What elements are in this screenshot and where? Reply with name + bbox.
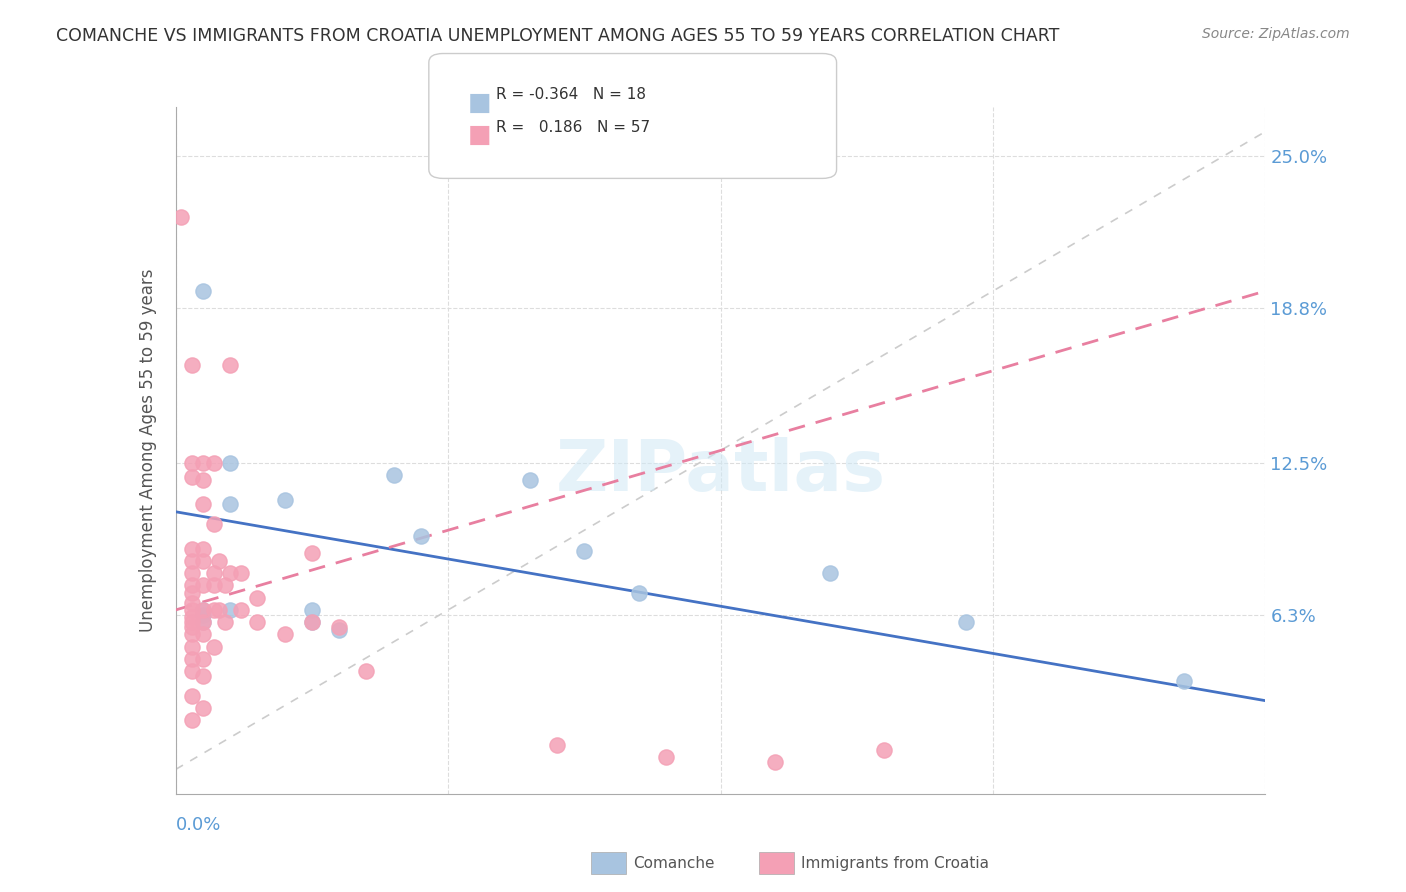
Text: Source: ZipAtlas.com: Source: ZipAtlas.com <box>1202 27 1350 41</box>
Point <box>181 615 204 630</box>
Point <box>356 664 378 679</box>
Point <box>214 615 236 630</box>
Point <box>382 467 405 482</box>
Text: COMANCHE VS IMMIGRANTS FROM CROATIA UNEMPLOYMENT AMONG AGES 55 TO 59 YEARS CORRE: COMANCHE VS IMMIGRANTS FROM CROATIA UNEM… <box>56 27 1060 45</box>
Point <box>181 586 204 600</box>
Point <box>191 652 214 666</box>
Point <box>655 750 678 764</box>
Point <box>181 566 204 581</box>
Point <box>191 498 214 512</box>
Point <box>191 578 214 592</box>
Point <box>181 358 204 372</box>
Point <box>301 546 323 561</box>
Point <box>191 627 214 641</box>
Point <box>181 456 204 470</box>
Point <box>191 603 214 617</box>
Point <box>191 615 214 630</box>
Point <box>170 211 193 225</box>
Point <box>873 742 896 756</box>
Point <box>181 627 204 641</box>
Point <box>202 578 225 592</box>
Point <box>181 596 204 610</box>
Point <box>574 544 596 558</box>
Point <box>202 603 225 617</box>
Point <box>328 620 350 634</box>
Point <box>301 603 323 617</box>
Point <box>546 738 568 752</box>
Point <box>246 591 269 605</box>
Point <box>219 456 242 470</box>
Point <box>202 566 225 581</box>
Y-axis label: Unemployment Among Ages 55 to 59 years: Unemployment Among Ages 55 to 59 years <box>139 268 157 632</box>
Point <box>219 603 242 617</box>
Point <box>627 586 650 600</box>
Point <box>191 603 214 617</box>
Point <box>328 623 350 637</box>
Point <box>274 492 297 507</box>
Point <box>202 456 225 470</box>
Point <box>763 755 786 769</box>
Point <box>231 566 253 581</box>
Text: ■: ■ <box>468 91 492 115</box>
Point <box>191 541 214 556</box>
Point <box>955 615 977 630</box>
Text: R = -0.364   N = 18: R = -0.364 N = 18 <box>496 87 647 103</box>
Point <box>181 578 204 592</box>
Text: 0.0%: 0.0% <box>176 816 221 834</box>
Point <box>191 615 214 630</box>
Point <box>181 620 204 634</box>
Point <box>219 566 242 581</box>
Point <box>818 566 841 581</box>
Point <box>191 607 214 622</box>
Point <box>219 358 242 372</box>
Point <box>181 470 204 484</box>
Point <box>181 603 204 617</box>
Text: R =   0.186   N = 57: R = 0.186 N = 57 <box>496 120 651 135</box>
Point <box>181 689 204 703</box>
Point <box>181 610 204 624</box>
Point <box>191 456 214 470</box>
Point <box>409 529 432 543</box>
Point <box>274 627 297 641</box>
Point <box>181 541 204 556</box>
Point <box>1173 674 1195 689</box>
Point <box>181 554 204 568</box>
Point <box>181 652 204 666</box>
Point <box>208 603 231 617</box>
Point <box>301 615 323 630</box>
Text: Comanche: Comanche <box>633 856 714 871</box>
Point <box>191 554 214 568</box>
Point <box>191 669 214 683</box>
Point <box>181 640 204 654</box>
Point <box>181 664 204 679</box>
Text: ZIPatlas: ZIPatlas <box>555 436 886 506</box>
Text: Immigrants from Croatia: Immigrants from Croatia <box>801 856 990 871</box>
Point <box>219 498 242 512</box>
Point <box>519 473 541 487</box>
Point <box>181 714 204 728</box>
Point <box>231 603 253 617</box>
Point <box>191 701 214 715</box>
Point <box>208 554 231 568</box>
Point <box>202 640 225 654</box>
Point <box>214 578 236 592</box>
Text: ■: ■ <box>468 123 492 147</box>
Point <box>202 517 225 532</box>
Point <box>246 615 269 630</box>
Point <box>191 284 214 298</box>
Point <box>191 473 214 487</box>
Point <box>301 615 323 630</box>
